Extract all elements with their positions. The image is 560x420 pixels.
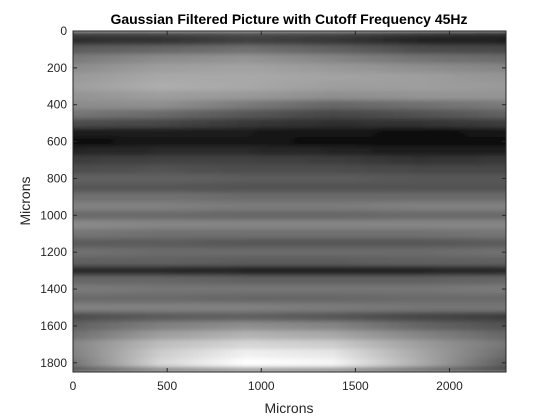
- y-axis: 0 200 400 600 800 1000 1200 1400 1600 1800: [40, 24, 506, 370]
- y-tick-label: 1600: [40, 319, 67, 333]
- heatmap-band: [73, 348, 506, 359]
- heatmap-band: [73, 183, 506, 193]
- heatmap-band: [73, 136, 506, 147]
- heatmap-band: [73, 173, 506, 184]
- y-tick-label: 400: [47, 98, 67, 112]
- heatmap-band: [73, 219, 506, 230]
- heatmap-band: [73, 210, 506, 221]
- heatmap-band: [73, 247, 506, 258]
- heatmap-image: [73, 31, 506, 372]
- chart-title: Gaussian Filtered Picture with Cutoff Fr…: [110, 11, 467, 27]
- y-axis-label: Microns: [17, 176, 33, 225]
- y-tick-label: 1800: [40, 356, 67, 370]
- y-tick-label: 1000: [40, 208, 67, 222]
- heatmap-clip: [73, 31, 506, 372]
- heatmap-band: [73, 109, 506, 120]
- heatmap-band: [73, 54, 506, 64]
- x-tick-label: 1500: [342, 379, 369, 393]
- heatmap-band: [73, 321, 506, 332]
- heatmap-band: [73, 35, 506, 46]
- heatmap-band: [73, 63, 506, 74]
- heatmap-band: [73, 256, 506, 267]
- plot-frame: [72, 30, 507, 373]
- heatmap-band: [73, 155, 506, 166]
- x-tick-label: 0: [70, 379, 77, 393]
- heatmap-band: [73, 238, 506, 249]
- y-tick-label: 0: [60, 24, 67, 38]
- heatmap-band: [73, 118, 506, 129]
- heatmap-band: [73, 284, 506, 295]
- heatmap-band: [73, 229, 506, 239]
- heatmap-band: [73, 330, 506, 341]
- heatmap-band: [73, 146, 506, 157]
- heatmap-band: [73, 31, 506, 37]
- x-axis: 0 500 1000 1500 2000: [70, 31, 463, 393]
- heatmap-band: [73, 192, 506, 203]
- heatmap-band: [73, 72, 506, 83]
- heatmap-band: [73, 293, 506, 304]
- y-tick-label: 1400: [40, 282, 67, 296]
- heatmap-band: [73, 127, 506, 138]
- y-tick-label: 1200: [40, 245, 67, 259]
- heatmap-band: [73, 302, 506, 313]
- heatmap-band: [73, 201, 506, 212]
- heatmap-band: [73, 275, 506, 286]
- x-tick-label: 500: [157, 379, 177, 393]
- heatmap-band: [73, 367, 506, 372]
- y-tick-label: 200: [47, 61, 67, 75]
- heatmap-band: [73, 81, 506, 92]
- heatmap-band: [73, 100, 506, 110]
- heatmap-band: [73, 266, 506, 276]
- heatmap-band: [73, 90, 506, 101]
- heatmap-band: [73, 312, 506, 322]
- x-axis-label: Microns: [264, 400, 313, 416]
- heatmap-band: [73, 164, 506, 175]
- x-tick-label: 2000: [436, 379, 463, 393]
- y-tick-label: 600: [47, 135, 67, 149]
- heatmap-band: [73, 44, 506, 55]
- heatmap-band: [73, 339, 506, 350]
- heatmap-band: [73, 358, 506, 368]
- y-tick-label: 800: [47, 171, 67, 185]
- x-tick-label: 1000: [248, 379, 275, 393]
